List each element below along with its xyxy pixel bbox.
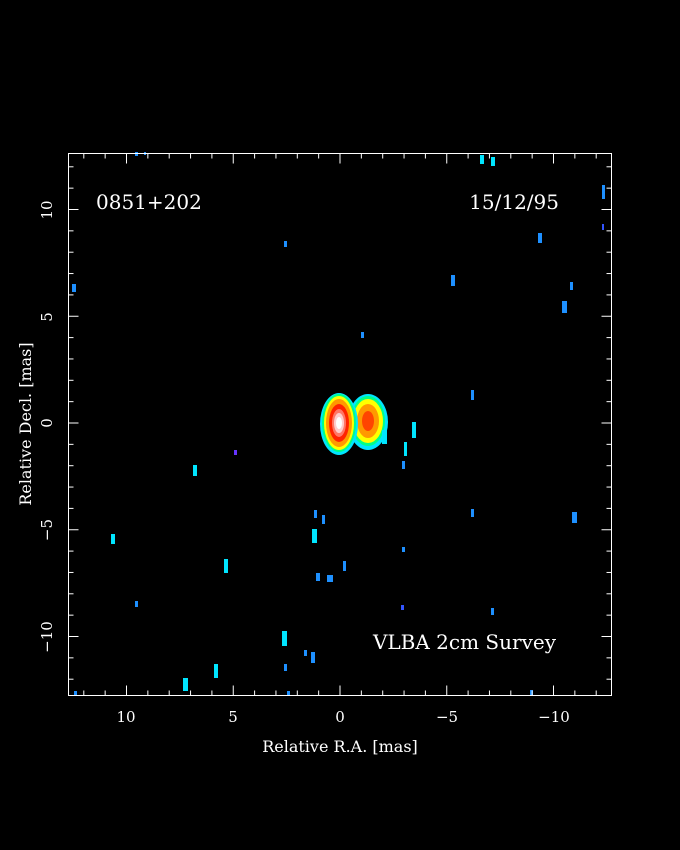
x-tick-label: 5 — [228, 708, 238, 726]
x-axis-label: Relative R.A. [mas] — [262, 737, 418, 756]
y-tick-labels: −10 −5 0 5 10 — [38, 200, 56, 652]
y-axis-label: Relative Decl. [mas] — [16, 342, 35, 505]
epoch-label: 15/12/95 — [469, 190, 559, 214]
y-tick-label: −10 — [38, 621, 56, 653]
y-tick-label: −5 — [38, 519, 56, 541]
x-tick-label: 0 — [335, 708, 345, 726]
axis-ticks — [68, 153, 612, 696]
y-tick-label: 10 — [38, 200, 56, 219]
plot-area: 10 5 0 −5 −10 −10 −5 0 5 10 Relative R.A… — [16, 152, 612, 756]
noise-speckles — [72, 152, 605, 695]
y-tick-label: 5 — [38, 312, 56, 322]
y-tick-label: 0 — [38, 418, 56, 428]
core-component-peak — [336, 417, 342, 429]
jet-component-peak — [362, 411, 374, 431]
x-tick-label: 10 — [116, 708, 135, 726]
source-name-label: 0851+202 — [96, 190, 202, 214]
x-tick-label: −5 — [436, 708, 458, 726]
x-tick-labels: 10 5 0 −5 −10 — [116, 708, 569, 726]
source-emission — [320, 393, 388, 455]
survey-label: VLBA 2cm Survey — [372, 630, 557, 654]
x-tick-label: −10 — [538, 708, 570, 726]
